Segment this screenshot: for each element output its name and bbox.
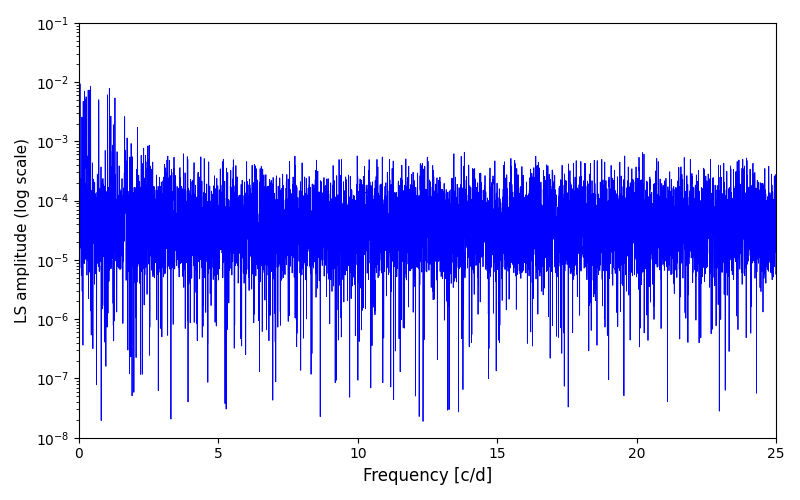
X-axis label: Frequency [c/d]: Frequency [c/d] [363, 467, 492, 485]
Y-axis label: LS amplitude (log scale): LS amplitude (log scale) [15, 138, 30, 323]
